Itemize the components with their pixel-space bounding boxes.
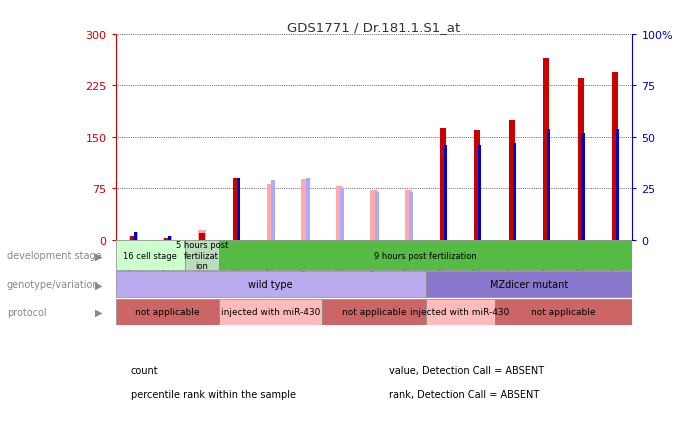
Text: wild type: wild type (248, 280, 293, 290)
Bar (237, 179, 240, 240)
Bar (133, 232, 137, 240)
Bar (168, 236, 172, 240)
Bar (409, 193, 413, 240)
Bar (164, 238, 171, 240)
Bar (233, 179, 239, 240)
Bar (271, 181, 275, 240)
Text: genotype/variation: genotype/variation (7, 280, 99, 290)
Bar (375, 193, 379, 240)
Bar (616, 129, 619, 240)
Bar (130, 237, 136, 240)
Title: GDS1771 / Dr.181.1.S1_at: GDS1771 / Dr.181.1.S1_at (288, 20, 460, 33)
Bar (577, 79, 584, 240)
Bar (370, 191, 378, 240)
FancyBboxPatch shape (219, 241, 632, 270)
Text: ▶: ▶ (95, 307, 103, 317)
FancyBboxPatch shape (184, 241, 219, 270)
Text: percentile rank within the sample: percentile rank within the sample (131, 389, 296, 398)
Text: count: count (131, 365, 158, 375)
Text: MZdicer mutant: MZdicer mutant (490, 280, 568, 290)
Bar (405, 191, 412, 240)
Bar (543, 59, 549, 240)
Bar (301, 180, 309, 240)
FancyBboxPatch shape (116, 299, 219, 325)
Bar (198, 230, 205, 240)
Bar (474, 131, 481, 240)
Text: development stage: development stage (7, 251, 101, 261)
FancyBboxPatch shape (116, 272, 426, 298)
FancyBboxPatch shape (494, 299, 632, 325)
FancyBboxPatch shape (116, 241, 184, 270)
Text: 16 cell stage: 16 cell stage (123, 251, 177, 260)
Text: rank, Detection Call = ABSENT: rank, Detection Call = ABSENT (389, 389, 539, 398)
Bar (509, 120, 515, 240)
Text: ▶: ▶ (95, 251, 103, 261)
Text: protocol: protocol (7, 307, 46, 317)
Text: 5 hours post
fertilizat
ion: 5 hours post fertilizat ion (175, 241, 228, 271)
Text: not applicable: not applicable (135, 307, 199, 316)
Bar (267, 184, 275, 240)
Text: value, Detection Call = ABSENT: value, Detection Call = ABSENT (389, 365, 544, 375)
FancyBboxPatch shape (219, 299, 322, 325)
Bar (306, 179, 310, 240)
Bar (513, 144, 516, 240)
FancyBboxPatch shape (322, 299, 426, 325)
Text: injected with miR-430: injected with miR-430 (411, 307, 510, 316)
Text: injected with miR-430: injected with miR-430 (221, 307, 320, 316)
FancyBboxPatch shape (426, 272, 632, 298)
FancyBboxPatch shape (426, 299, 494, 325)
Bar (340, 189, 344, 240)
Bar (581, 133, 585, 240)
Text: ▶: ▶ (95, 280, 103, 290)
Bar (168, 236, 171, 240)
Text: 9 hours post fertilization: 9 hours post fertilization (374, 251, 477, 260)
Text: not applicable: not applicable (531, 307, 596, 316)
Bar (199, 233, 205, 240)
Bar (478, 146, 481, 240)
Bar (440, 128, 446, 240)
Bar (133, 232, 137, 240)
Bar (443, 146, 447, 240)
Bar (163, 238, 171, 240)
Bar (612, 72, 618, 240)
Bar (547, 129, 550, 240)
Text: not applicable: not applicable (342, 307, 406, 316)
Bar (129, 237, 137, 240)
Bar (336, 187, 343, 240)
